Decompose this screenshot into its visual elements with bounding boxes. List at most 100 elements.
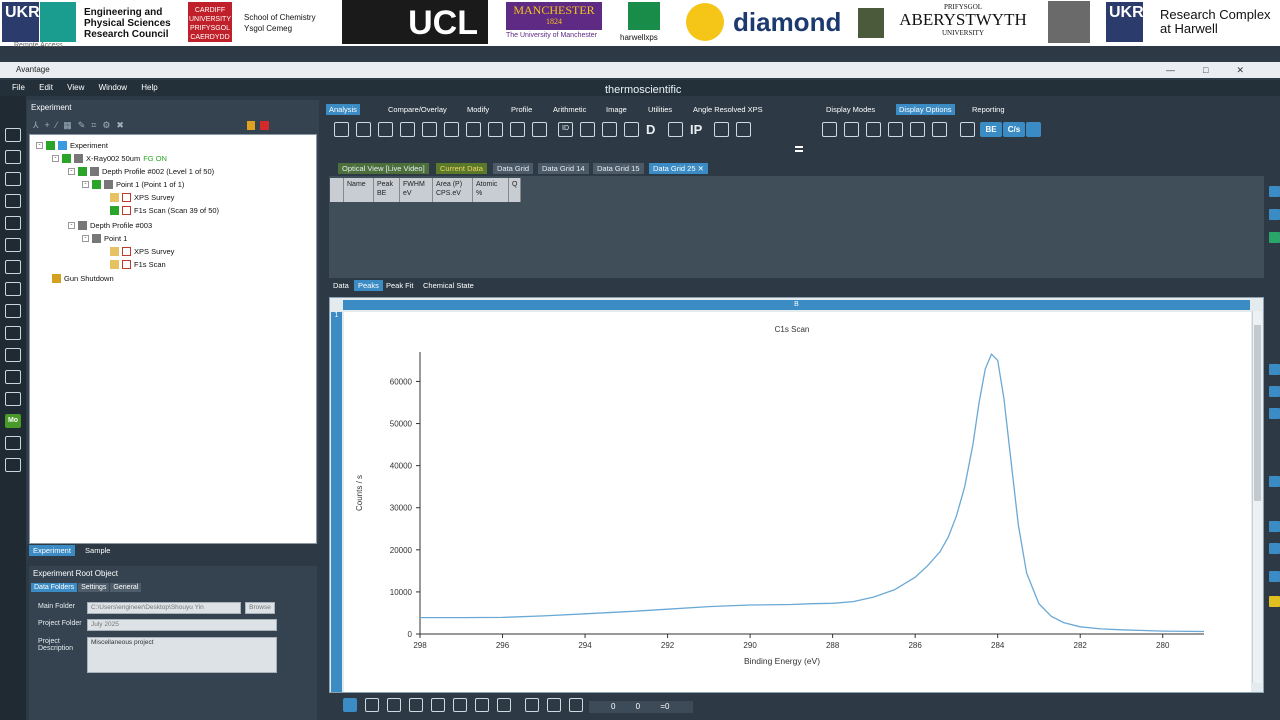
right-icon-3[interactable] [1269,232,1280,243]
display-icon-10[interactable] [1026,122,1041,137]
display-icon-5[interactable] [910,122,925,137]
menu-window[interactable]: Window [98,83,128,92]
ribbon-tab-angle-resolved[interactable]: Angle Resolved XPS [693,105,763,114]
pointer-tool-icon[interactable] [343,698,357,712]
tab-data-grid[interactable]: Data Grid [493,163,534,174]
ribbon-icon-9[interactable] [510,122,525,137]
display-icon-1[interactable] [822,122,837,137]
right-icon-8[interactable] [1269,521,1280,532]
window-controls[interactable]: —□✕ [1166,65,1272,75]
ribbon-icon-19[interactable] [736,122,751,137]
tab-optical-view[interactable]: Optical View [Live Video] [338,163,429,174]
select-grid-icon[interactable] [5,304,21,318]
right-icon-7[interactable] [1269,476,1280,487]
box-select-icon[interactable] [453,698,467,712]
menu-view[interactable]: View [67,83,85,92]
display-icon-7[interactable] [960,122,975,137]
grid-icon[interactable] [5,282,21,296]
main-folder-field[interactable]: C:\Users\engineer\Desktop\Shouyu Yin [87,602,241,614]
ribbon-id-icon[interactable]: ID [558,122,573,137]
crosshair-icon[interactable] [431,698,445,712]
display-icon-3[interactable] [866,122,881,137]
ribbon-tab-image[interactable]: Image [606,105,627,114]
ribbon-tab-compare-overlay[interactable]: Compare/Overlay [388,105,447,114]
ribbon-icon-2[interactable] [356,122,371,137]
display-icon-4[interactable] [888,122,903,137]
ribbon-icon-13[interactable] [602,122,617,137]
pan-icon[interactable] [525,698,539,712]
right-icon-9[interactable] [1269,543,1280,554]
ribbon-icon-18[interactable] [714,122,729,137]
be-toggle[interactable]: BE [980,122,1002,137]
chart-icon[interactable] [5,348,21,362]
chart-vertical-scrollbar[interactable] [1252,311,1262,683]
tree-c1s-scan-2[interactable]: F1s Scan [110,260,166,269]
right-icon-5[interactable] [1269,386,1280,397]
menu-help[interactable]: Help [141,83,158,92]
edit-icon[interactable] [5,370,21,384]
ribbon-tab-profile[interactable]: Profile [511,105,533,114]
tab-general[interactable]: General [110,583,142,592]
project-description-field[interactable]: Miscellaneous project [87,637,277,673]
scrollbar-thumb[interactable] [1254,325,1261,501]
ribbon-tab-utilities[interactable]: Utilities [648,105,673,114]
table-icon[interactable] [5,326,21,340]
stop-icon[interactable] [260,121,269,130]
line-tool-icon[interactable] [475,698,489,712]
ribbon-icon-8[interactable] [488,122,503,137]
ribbon-tab-reporting[interactable]: Reporting [972,105,1005,114]
tab-settings[interactable]: Settings [78,583,110,592]
subtab-chemical-state[interactable]: Chemical State [423,281,474,290]
menu-file[interactable]: File [12,83,25,92]
tree-gun-shutdown[interactable]: Gun Shutdown [52,274,114,283]
spectrum-panel[interactable]: C1s Scan 0 10000 20000 30000 40000 50000 60000 2… [344,312,1251,692]
right-icon-11[interactable] [1269,596,1280,607]
open-folder-icon[interactable] [5,150,21,164]
peak-tool-icon[interactable] [365,698,379,712]
tab-data-grid-15[interactable]: Data Grid 15 [593,163,644,174]
tree-point-1b[interactable]: - Point 1 [82,234,127,243]
mo-icon[interactable]: Mo [5,414,21,428]
print-icon[interactable] [5,216,21,230]
ribbon-icon-6[interactable] [444,122,459,137]
tree-xps-survey-1[interactable]: XPS Survey [110,193,174,202]
cps-toggle[interactable]: C/s [1003,122,1025,137]
eye-icon[interactable] [497,698,511,712]
tree-point-1[interactable]: - Point 1 (Point 1 of 1) [82,180,184,189]
menu-edit[interactable]: Edit [39,83,53,92]
right-icon-2[interactable] [1269,209,1280,220]
display-icon-6[interactable] [932,122,947,137]
ribbon-ip-icon[interactable]: IP [690,122,703,137]
import-icon[interactable] [5,172,21,186]
search-icon[interactable] [5,436,21,450]
ribbon-icon-1[interactable] [334,122,349,137]
tab-experiment[interactable]: Experiment [29,545,75,556]
browse-button[interactable]: Browse [245,602,275,614]
ribbon-tab-display-modes[interactable]: Display Modes [826,105,876,114]
ribbon-icon-4[interactable] [400,122,415,137]
ribbon-icon-10[interactable] [532,122,547,137]
zoom-in-icon[interactable] [547,698,561,712]
ribbon-tab-analysis[interactable]: Analysis [326,104,360,115]
ribbon-icon-5[interactable] [422,122,437,137]
subtab-data[interactable]: Data [333,281,349,290]
tab-data-grid-25[interactable]: Data Grid 25 ✕ [649,163,708,174]
ribbon-icon-14[interactable] [624,122,639,137]
ribbon-tab-modify[interactable]: Modify [467,105,490,114]
right-icon-4[interactable] [1269,364,1280,375]
save-icon[interactable] [5,194,21,208]
tree-xps-survey-2[interactable]: XPS Survey [110,247,174,256]
ribbon-icon-3[interactable] [378,122,393,137]
ribbon-icon-7[interactable] [466,122,481,137]
ribbon-d-icon[interactable]: D [646,122,656,137]
spectrum-icon[interactable] [5,238,21,252]
ribbon-tab-display-options[interactable]: Display Options [896,104,955,115]
region-tool-icon[interactable] [409,698,423,712]
close-tab-icon[interactable]: ✕ [697,164,704,173]
new-file-icon[interactable] [5,128,21,142]
microscope-icon[interactable] [5,260,21,274]
subtab-peaks[interactable]: Peaks [354,280,383,291]
tab-current-data[interactable]: Current Data [436,163,487,174]
ribbon-overflow-icon[interactable] [795,146,803,152]
tab-sample[interactable]: Sample [85,546,111,555]
